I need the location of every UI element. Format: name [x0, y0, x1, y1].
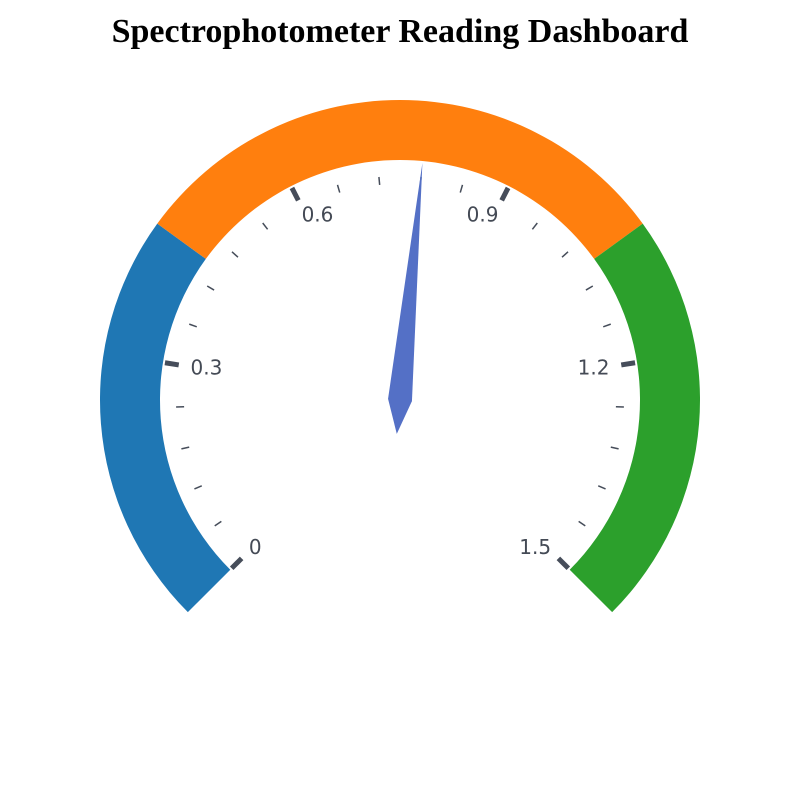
gauge-minor-tick: [214, 520, 222, 527]
gauge-major-tick: [289, 186, 301, 202]
gauge-major-tick: [164, 360, 180, 368]
gauge-minor-tick: [231, 251, 239, 258]
gauge-bands: [100, 100, 700, 613]
gauge-minor-tick: [561, 251, 569, 258]
gauge-band-3: [569, 223, 700, 613]
gauge-minor-tick: [194, 485, 203, 490]
gauge-minor-tick: [336, 184, 341, 193]
gauge-tick-label: 1.2: [578, 355, 610, 379]
gauge-minor-tick: [578, 520, 586, 527]
gauge-minor-tick: [585, 285, 594, 291]
gauge-major-tick: [556, 556, 571, 571]
gauge-minor-tick: [597, 485, 606, 490]
gauge-pointer-group: [388, 163, 423, 434]
gauge-minor-tick: [531, 222, 538, 230]
gauge-pointer: [388, 163, 423, 434]
gauge-minor-tick: [378, 176, 381, 186]
gauge-ticks: [164, 176, 636, 571]
gauge-tick-label: 1.5: [519, 535, 551, 559]
gauge-band-1: [100, 223, 231, 613]
gauge-minor-tick: [188, 323, 198, 328]
gauge-major-tick: [499, 186, 511, 202]
gauge-minor-tick: [181, 446, 190, 450]
gauge-major-tick: [620, 360, 636, 368]
gauge-tick-label: 0.9: [467, 203, 499, 227]
gauge-band-2: [157, 100, 643, 259]
gauge-minor-tick: [262, 222, 269, 230]
gauge-minor-tick: [206, 285, 215, 291]
gauge-minor-tick: [459, 184, 464, 193]
gauge-minor-tick: [602, 323, 612, 328]
chart-title: Spectrophotometer Reading Dashboard: [111, 13, 689, 50]
gauge-major-tick: [229, 556, 244, 571]
gauge-tick-label: 0.6: [302, 203, 334, 227]
gauge-tick-label: 0: [249, 535, 262, 559]
gauge-minor-tick: [610, 446, 619, 450]
gauge-tick-label: 0.3: [191, 355, 223, 379]
gauge-tick-labels: 0 0.3 0.6 0.9 1.2 1.5: [191, 203, 610, 559]
